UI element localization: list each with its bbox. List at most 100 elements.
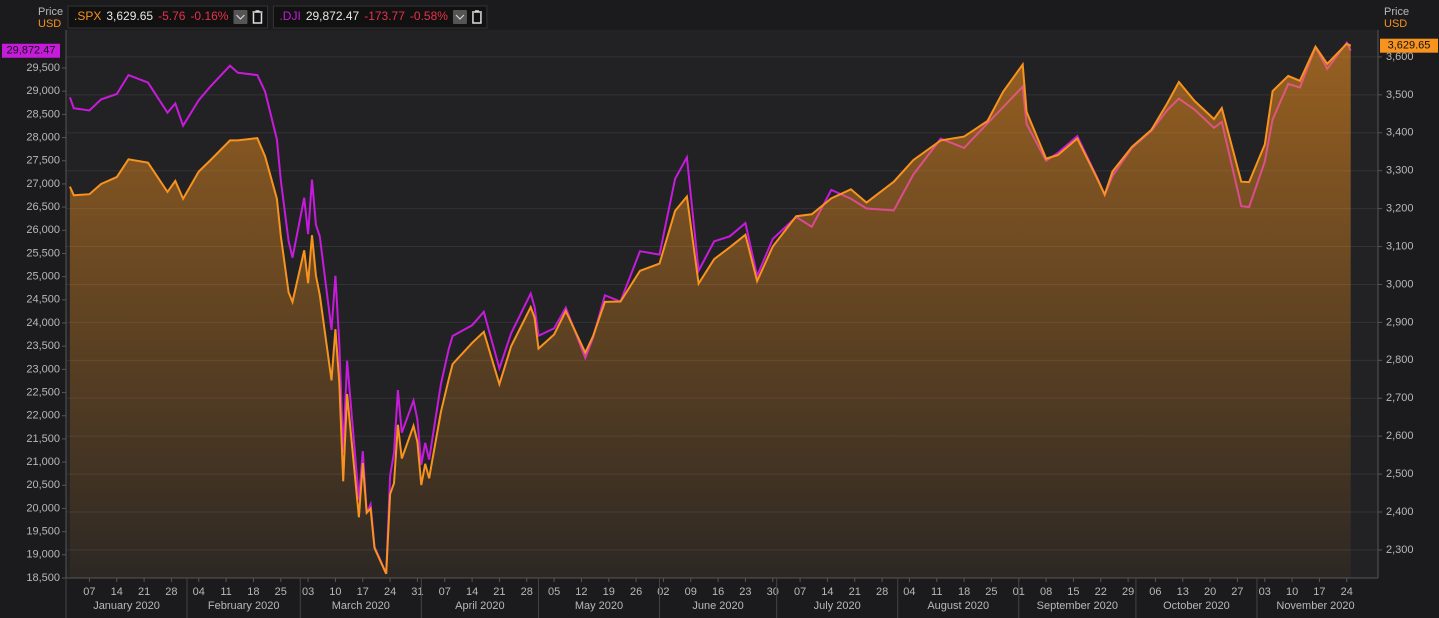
x-tick-label: 28 <box>876 586 888 598</box>
month-label: September 2020 <box>1037 600 1118 612</box>
x-tick-label: 21 <box>493 586 505 598</box>
legend-dropdown-arrow <box>455 14 465 20</box>
legend-item: .DJI 29,872.47 -173.77 -0.58% <box>272 5 488 29</box>
x-tick-label: 17 <box>357 586 369 598</box>
x-tick-label: 19 <box>603 586 615 598</box>
x-tick-label: 10 <box>329 586 341 598</box>
y2-tick-label: 2,700 <box>1386 392 1414 404</box>
y-tick-label: 22,500 <box>26 386 60 398</box>
y-tick-label: 18,500 <box>26 572 60 584</box>
y-tick-label: 25,500 <box>26 247 60 259</box>
last-value-badge <box>1380 38 1438 53</box>
y-tick-label: 21,000 <box>26 456 60 468</box>
month-label: October 2020 <box>1163 600 1230 612</box>
legend-box <box>272 5 488 29</box>
x-tick-label: 08 <box>1040 586 1052 598</box>
legend-box <box>67 5 268 29</box>
x-tick-label: 04 <box>903 586 915 598</box>
y-tick-label: 19,000 <box>26 549 60 561</box>
y-tick-label: 19,500 <box>26 526 60 538</box>
x-tick-label: 24 <box>384 586 396 598</box>
y-tick-label: 23,000 <box>26 363 60 375</box>
x-tick-label: 11 <box>220 586 231 598</box>
x-tick-label: 07 <box>83 586 95 598</box>
legend-change-pct: -0.58% <box>410 9 448 23</box>
y-tick-label: 22,000 <box>26 410 60 422</box>
legend: .SPX 3,629.65 -5.76 -0.16% .DJI 29,872.47 -173… <box>67 5 488 29</box>
last-value-label: 3,629.65 <box>1388 40 1431 52</box>
y2-tick-label: 3,600 <box>1386 51 1414 63</box>
legend-item: .SPX 3,629.65 -5.76 -0.16% <box>67 5 268 29</box>
legend-price: 29,872.47 <box>306 9 360 23</box>
x-tick-label: 13 <box>1177 586 1189 598</box>
month-label: February 2020 <box>208 600 280 612</box>
y-tick-label: 27,500 <box>26 155 60 167</box>
x-tick-label: 14 <box>111 586 123 598</box>
x-tick-label: 21 <box>138 586 150 598</box>
right-axis-unit: USD <box>1384 18 1407 30</box>
y2-tick-label: 2,400 <box>1386 506 1414 518</box>
x-tick-label: 27 <box>1231 586 1243 598</box>
x-tick-label: 20 <box>1204 586 1216 598</box>
y-tick-label: 26,000 <box>26 224 60 236</box>
x-tick-label: 11 <box>931 586 942 598</box>
x-tick-label: 17 <box>1313 586 1325 598</box>
x-tick-label: 15 <box>1067 586 1079 598</box>
last-value-label: 29,872.47 <box>7 45 56 57</box>
y-tick-label: 24,500 <box>26 294 60 306</box>
y2-tick-label: 3,300 <box>1386 165 1414 177</box>
y-tick-label: 25,000 <box>26 271 60 283</box>
x-tick-label: 26 <box>630 586 642 598</box>
x-tick-label: 10 <box>1286 586 1298 598</box>
x-tick-label: 07 <box>439 586 451 598</box>
y-tick-label: 26,500 <box>26 201 60 213</box>
last-value-badge <box>2 43 60 58</box>
x-tick-label: 29 <box>1122 586 1134 598</box>
x-tick-label: 07 <box>794 586 806 598</box>
x-tick-label: 30 <box>767 586 779 598</box>
legend-delete[interactable] <box>471 10 482 24</box>
left-axis-label: Price <box>38 6 63 18</box>
month-label: August 2020 <box>927 600 989 612</box>
x-tick-label: 25 <box>985 586 997 598</box>
month-label: July 2020 <box>814 600 861 612</box>
x-tick-label: 25 <box>275 586 287 598</box>
month-label: November 2020 <box>1276 600 1354 612</box>
x-tick-label: 09 <box>685 586 697 598</box>
legend-change: -173.77 <box>364 9 405 23</box>
y2-tick-label: 3,200 <box>1386 203 1414 215</box>
x-tick-label: 14 <box>466 586 478 598</box>
x-tick-label: 06 <box>1149 586 1161 598</box>
y-tick-label: 27,000 <box>26 178 60 190</box>
line <box>68 42 1352 575</box>
area <box>69 43 1351 578</box>
legend-change-pct: -0.16% <box>190 9 228 23</box>
month-label: January 2020 <box>93 600 160 612</box>
x-tick-label: 04 <box>193 586 205 598</box>
legend-name: .DJI <box>279 9 300 23</box>
x-tick-label: 03 <box>1259 586 1271 598</box>
y2-tick-label: 3,100 <box>1386 240 1414 252</box>
x-tick-label: 12 <box>575 586 587 598</box>
x-tick-label: 14 <box>821 586 833 598</box>
y2-tick-label: 2,800 <box>1386 354 1414 366</box>
x-tick-label: 28 <box>165 586 177 598</box>
x-tick-label: 02 <box>657 586 669 598</box>
legend-delete[interactable] <box>252 10 263 24</box>
legend-price: 3,629.65 <box>106 9 153 23</box>
y-tick-label: 28,500 <box>26 108 60 120</box>
y-tick-label: 29,500 <box>26 62 60 74</box>
y-tick-label: 29,000 <box>26 85 60 97</box>
legend-dropdown[interactable] <box>452 10 467 24</box>
y2-tick-label: 2,300 <box>1386 544 1414 556</box>
x-tick-label: 16 <box>712 586 724 598</box>
month-label: June 2020 <box>692 600 743 612</box>
y-tick-label: 20,500 <box>26 479 60 491</box>
right-axis-label: Price <box>1384 6 1409 18</box>
x-tick-label: 24 <box>1341 586 1353 598</box>
y2-tick-label: 2,900 <box>1386 316 1414 328</box>
y-tick-label: 24,000 <box>26 317 60 329</box>
y-tick-label: 23,500 <box>26 340 60 352</box>
legend-dropdown[interactable] <box>233 10 248 24</box>
